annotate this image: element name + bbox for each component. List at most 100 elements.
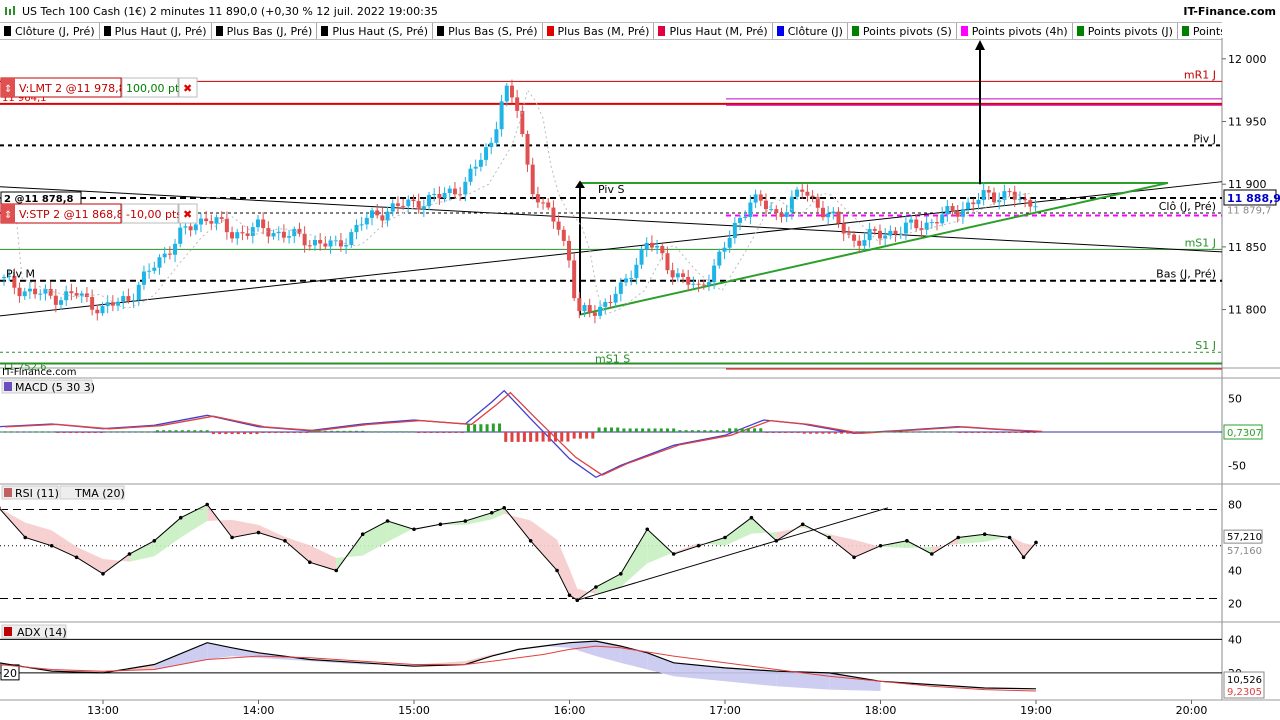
limit-order-tag[interactable]: ⇕ V:LMT 2 @11 978,8 100,00 pts✖ bbox=[0, 77, 198, 98]
macd-histogram-bar bbox=[578, 432, 582, 439]
candle-body bbox=[572, 260, 577, 299]
indicator-legend: Clôture (J, Pré) Plus Haut (J, Pré) Plus B… bbox=[0, 22, 1222, 40]
legend-item-8[interactable]: Points pivots (S) bbox=[848, 23, 957, 39]
candle-body bbox=[64, 291, 69, 301]
macd-histogram-bar bbox=[317, 430, 321, 432]
macd-histogram-bar bbox=[243, 432, 247, 435]
macd-icon bbox=[4, 382, 12, 391]
macd-histogram-bar bbox=[858, 431, 862, 433]
position-tag: 2 @11 878,8 bbox=[4, 194, 74, 205]
legend-item-3[interactable]: Plus Haut (S, Pré) bbox=[317, 23, 434, 39]
candle-body bbox=[820, 207, 825, 218]
candle-body bbox=[701, 284, 706, 286]
candle-body bbox=[110, 302, 115, 306]
macd-histogram-bar bbox=[280, 432, 284, 433]
candle-body bbox=[649, 242, 654, 248]
candle-body bbox=[121, 296, 126, 302]
rsi-point bbox=[956, 535, 961, 540]
macd-histogram-bar bbox=[641, 428, 645, 432]
macd-histogram-bar bbox=[379, 431, 383, 433]
legend-item-1[interactable]: Plus Haut (J, Pré) bbox=[100, 23, 212, 39]
macd-histogram-bar bbox=[56, 432, 60, 433]
legend-item-7[interactable]: Clôture (J) bbox=[773, 23, 848, 39]
rsi-point bbox=[1007, 535, 1012, 540]
macd-histogram-bar bbox=[199, 430, 203, 432]
candle-body bbox=[421, 206, 426, 210]
y-tick-label: 11 800 bbox=[1228, 304, 1267, 317]
candle-body bbox=[587, 305, 592, 313]
rsi-point bbox=[101, 572, 105, 576]
macd-histogram-bar bbox=[211, 432, 215, 435]
candle-body bbox=[375, 210, 380, 216]
legend-item-9[interactable]: Points pivots (4h) bbox=[957, 23, 1073, 39]
candle-body bbox=[100, 306, 105, 314]
x-tick-label: 17:00 bbox=[709, 704, 741, 717]
legend-item-2[interactable]: Plus Bas (J, Pré) bbox=[212, 23, 318, 39]
macd-histogram-bar bbox=[697, 430, 701, 432]
rsi-point bbox=[800, 522, 805, 527]
legend-item-6[interactable]: Plus Haut (M, Pré) bbox=[654, 23, 773, 39]
macd-histogram-bar bbox=[734, 428, 738, 432]
candle-body bbox=[224, 218, 229, 233]
candle-body bbox=[437, 193, 442, 199]
macd-histogram-bar bbox=[914, 431, 918, 433]
rsi-point bbox=[930, 552, 934, 556]
candle-body bbox=[862, 240, 867, 246]
candle-body bbox=[753, 194, 758, 203]
macd-histogram-bar bbox=[939, 431, 943, 433]
macd-histogram-bar bbox=[286, 432, 290, 433]
tma-title: TMA (20) bbox=[74, 487, 125, 500]
macd-histogram-bar bbox=[311, 430, 315, 432]
macd-histogram-bar bbox=[889, 431, 893, 433]
adx-fill bbox=[569, 641, 596, 657]
macd-histogram-bar bbox=[777, 432, 781, 433]
candle-body bbox=[774, 209, 779, 213]
rsi-point bbox=[619, 572, 623, 576]
candle-body bbox=[287, 236, 292, 238]
label-11752: 11 752,6 bbox=[2, 362, 47, 373]
candle-body bbox=[370, 210, 375, 218]
legend-item-5[interactable]: Plus Bas (M, Pré) bbox=[543, 23, 655, 39]
macd-histogram-bar bbox=[466, 424, 470, 432]
macd-histogram-bar bbox=[522, 432, 526, 442]
rsi-fill bbox=[595, 573, 621, 595]
candle-body bbox=[976, 200, 981, 205]
macd-histogram-bar bbox=[622, 428, 626, 432]
macd-histogram-bar bbox=[908, 431, 912, 433]
candle-body bbox=[484, 147, 489, 160]
rsi-point bbox=[178, 515, 183, 520]
order-grip-icon: ⇕ bbox=[4, 210, 12, 221]
rsi-point bbox=[489, 510, 494, 515]
rsi-fill bbox=[25, 522, 52, 546]
legend-item-4[interactable]: Plus Bas (S, Pré) bbox=[433, 23, 543, 39]
stop-order-tag[interactable]: ⇕ V:STP 2 @11 868,8 -10,00 pts ✖ bbox=[0, 203, 198, 224]
candle-body bbox=[992, 192, 997, 203]
candle-body bbox=[909, 219, 914, 223]
macd-histogram-bar bbox=[423, 432, 427, 433]
legend-item-11[interactable]: Points pivots (M) bbox=[1178, 23, 1222, 39]
candle-body bbox=[1, 276, 6, 279]
rsi-fill bbox=[620, 529, 648, 587]
macd-histogram-bar bbox=[292, 432, 296, 433]
candle-body bbox=[452, 188, 457, 195]
rsi-title-box bbox=[1, 485, 59, 500]
legend-swatch bbox=[103, 26, 111, 36]
macd-histogram-bar bbox=[821, 432, 825, 434]
candle-body bbox=[520, 110, 525, 134]
candle-body bbox=[629, 277, 634, 279]
legend-item-0[interactable]: Clôture (J, Pré) bbox=[0, 23, 100, 39]
y-tick-label: 11 950 bbox=[1228, 116, 1267, 129]
candle-body bbox=[530, 164, 535, 195]
candle-body bbox=[276, 231, 281, 234]
rsi-point bbox=[749, 515, 754, 520]
rsi-point bbox=[334, 568, 339, 573]
legend-item-10[interactable]: Points pivots (J) bbox=[1073, 23, 1178, 39]
macd-histogram-bar bbox=[715, 430, 719, 432]
macd-histogram-bar bbox=[753, 428, 757, 432]
macd-histogram-bar bbox=[367, 431, 371, 433]
rsi-point bbox=[555, 568, 559, 573]
candle-body bbox=[235, 232, 240, 239]
macd-histogram-bar bbox=[373, 431, 377, 433]
macd-histogram-bar bbox=[504, 432, 508, 442]
